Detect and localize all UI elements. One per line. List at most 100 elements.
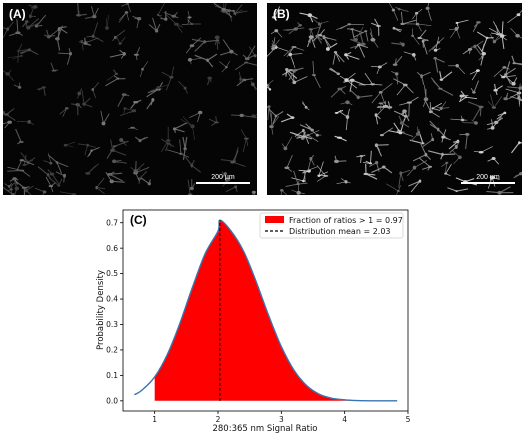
cell-process (13, 177, 18, 195)
cell-body (499, 34, 505, 38)
cell-process (336, 23, 365, 31)
cell-body (391, 8, 396, 12)
cell-body (242, 78, 247, 82)
cell-body (458, 155, 462, 160)
cell-body (27, 120, 31, 124)
cell-body (317, 22, 321, 26)
legend-fill-swatch (265, 216, 284, 223)
cell-body (481, 51, 486, 56)
cell-body (467, 47, 473, 51)
cell-body (478, 105, 484, 109)
cell-body (244, 61, 248, 64)
cell-body (239, 113, 244, 118)
cell-process (470, 40, 484, 56)
cell-body (495, 33, 501, 36)
cell-body (445, 161, 449, 164)
cell-process (406, 160, 428, 177)
cell-body (307, 13, 313, 18)
cell-process (388, 118, 406, 134)
cell-body (433, 56, 437, 60)
cell-process (6, 108, 16, 121)
cell-body (489, 175, 495, 180)
cell-body (116, 77, 120, 80)
cell-process (289, 53, 303, 69)
cell-body (230, 160, 235, 164)
cell-process (267, 106, 273, 122)
cell-body (283, 146, 288, 151)
cell-body (503, 111, 507, 115)
cell-body (315, 133, 319, 137)
cell-body (76, 14, 82, 17)
cell-body (444, 172, 448, 175)
cell-body (309, 156, 313, 161)
cell-process (473, 146, 493, 153)
cell-body (251, 114, 256, 118)
cell-process (148, 17, 161, 32)
cell-body (172, 127, 177, 131)
cell-body (519, 99, 522, 102)
cell-body (308, 35, 314, 39)
cell-body (17, 86, 22, 89)
cell-body (503, 97, 509, 101)
cell-body (124, 11, 129, 14)
cell-process (328, 67, 339, 75)
cell-body (46, 173, 50, 177)
cell-body (234, 185, 237, 189)
cell-process (86, 22, 104, 42)
cell-body (403, 115, 408, 118)
cell-body (459, 94, 465, 98)
cell-body (460, 118, 465, 122)
cell-body (19, 169, 25, 172)
cell-body (49, 161, 53, 165)
cell-process (467, 101, 482, 121)
cell-body (418, 179, 422, 183)
cell-body (151, 98, 155, 102)
cell-body (19, 159, 25, 162)
x-axis-label: 280:365 nm Signal Ratio (212, 424, 317, 434)
cell-process (7, 166, 31, 177)
cell-body (350, 28, 354, 31)
cell-body (439, 106, 443, 111)
cell-body (280, 188, 284, 192)
cell-process (339, 108, 350, 131)
cell-body (402, 83, 408, 87)
cell-body (293, 27, 298, 31)
microscopy-image-b: (B) 200 µm (267, 3, 522, 195)
cell-process (77, 3, 87, 16)
cell-body (63, 143, 68, 147)
cell-body (179, 152, 183, 155)
cell-body (42, 190, 47, 194)
cell-body (183, 86, 187, 90)
cell-body (441, 152, 444, 157)
y-tick-label: 0.7 (106, 218, 118, 227)
scale-bar-b (461, 182, 515, 184)
cell-body (92, 14, 97, 19)
cell-body (214, 35, 220, 40)
cell-body (454, 144, 458, 149)
cell-process (450, 115, 468, 121)
cell-process (106, 69, 117, 81)
cell-body (416, 22, 420, 26)
cell-body (374, 113, 378, 117)
cell-body (122, 52, 126, 56)
x-tick-label: 5 (406, 415, 411, 424)
cell-body (424, 152, 428, 157)
cell-process (472, 22, 479, 33)
cell-process (400, 11, 417, 25)
y-axis-label: Probability Density (96, 270, 106, 350)
cell-process (109, 49, 125, 59)
cell-body (206, 58, 209, 62)
cell-body (267, 105, 271, 108)
cell-body (231, 9, 236, 12)
cell-body (119, 138, 124, 142)
cell-body (336, 72, 340, 76)
cell-process (434, 57, 445, 73)
cell-body (476, 21, 481, 24)
cell-process (439, 71, 453, 81)
cell-process (350, 90, 373, 98)
cell-process (291, 171, 306, 182)
cell-process (105, 75, 126, 87)
cell-process (219, 60, 230, 73)
cell-process (240, 129, 249, 152)
cell-body (363, 172, 369, 176)
